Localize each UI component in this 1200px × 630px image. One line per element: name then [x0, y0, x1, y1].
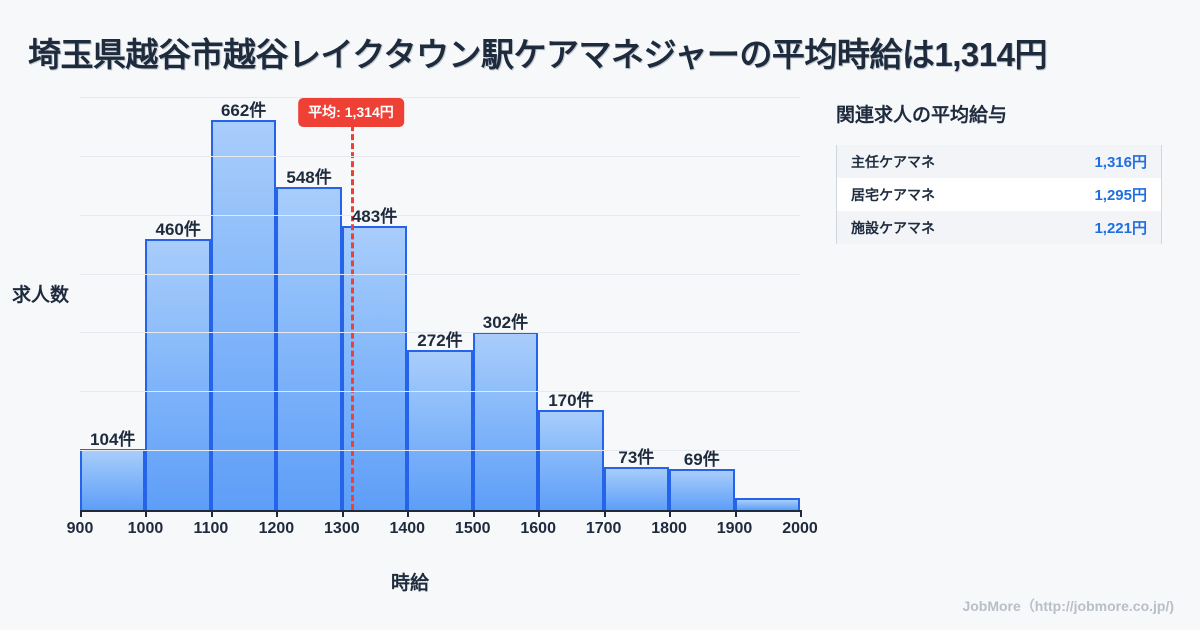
table-row-value: 1,221円	[1094, 220, 1147, 237]
x-tick-label: 1900	[716, 520, 753, 537]
related-salary-table: 主任ケアマネ 1,316円居宅ケアマネ 1,295円施設ケアマネ 1,221円	[836, 145, 1162, 244]
table-row-value: 1,295円	[1094, 187, 1147, 204]
table-row-label: 施設ケアマネ	[851, 219, 935, 236]
histogram-bar	[210, 120, 277, 510]
histogram-bar	[145, 239, 211, 510]
x-tick-mark	[276, 510, 279, 517]
x-tick-label: 1100	[193, 520, 229, 537]
x-tick-label: 1200	[258, 520, 295, 537]
gridline	[80, 450, 800, 452]
bar-value-label: 302件	[482, 313, 529, 333]
histogram-bar	[472, 332, 539, 510]
histogram-bar	[276, 187, 342, 510]
x-tick-mark	[734, 510, 737, 517]
x-tick-mark	[472, 510, 475, 517]
x-tick-mark	[210, 510, 213, 517]
gridline	[80, 391, 800, 393]
gridline	[80, 155, 800, 157]
bar-value-label: 170件	[548, 390, 594, 410]
x-tick-label: 1800	[651, 520, 687, 537]
table-row: 主任ケアマネ 1,316円	[837, 145, 1161, 178]
histogram-bar	[538, 409, 604, 510]
x-tick-label: 1600	[520, 520, 556, 537]
gridline	[80, 214, 800, 216]
bar-value-label: 548件	[286, 168, 332, 188]
y-axis-title: 求人数	[12, 285, 70, 306]
x-tick-mark	[800, 510, 802, 517]
histogram-bar	[407, 349, 473, 510]
table-row: 施設ケアマネ 1,221円	[837, 211, 1161, 244]
plot-area	[80, 97, 800, 510]
bar-value-label: 272件	[417, 330, 463, 350]
x-axis-title: 時給	[390, 573, 429, 594]
table-row: 居宅ケアマネ 1,295円	[837, 178, 1161, 211]
x-tick-label: 900	[66, 520, 94, 537]
page-title: 埼玉県越谷市越谷レイクタウン駅ケアマネジャーの平均時給は1,314円	[28, 36, 1047, 73]
bar-value-label: 662件	[220, 101, 267, 121]
gridline	[80, 273, 800, 275]
histogram-bar	[603, 467, 670, 510]
table-row-label: 居宅ケアマネ	[851, 186, 935, 203]
x-tick-mark	[341, 510, 344, 517]
x-tick-label: 1500	[454, 520, 491, 537]
histogram-chart: 900 1000 1100 1200 1300 1400 1500 1600 1700 1800 1…	[0, 90, 820, 594]
histogram-bar	[80, 448, 146, 510]
x-tick-label: 1400	[389, 520, 426, 537]
related-salary-panel: 関連求人の平均給与 主任ケアマネ 1,316円居宅ケアマネ 1,295円施設ケアマネ…	[836, 100, 1166, 244]
x-tick-mark	[80, 510, 82, 517]
table-row-value: 1,316円	[1094, 154, 1147, 171]
bar-value-label: 460件	[155, 220, 201, 240]
x-tick-mark	[669, 510, 672, 517]
x-tick-label: 1700	[585, 520, 622, 537]
bar-value-label: 104件	[90, 429, 136, 449]
x-tick-label: 2000	[782, 520, 818, 537]
bar-value-label: 483件	[351, 206, 398, 226]
watermark: JobMore（http://jobmore.co.jp/)	[962, 598, 1174, 614]
x-axis-line	[80, 510, 800, 512]
x-tick-mark	[603, 510, 606, 517]
x-tick-label: 1000	[127, 520, 164, 537]
related-salary-heading: 関連求人の平均給与	[836, 105, 1008, 126]
x-tick-mark	[407, 510, 410, 517]
x-tick-mark	[538, 510, 541, 517]
table-row-label: 主任ケアマネ	[851, 153, 935, 170]
gridline	[80, 97, 800, 98]
histogram-bar	[734, 498, 800, 510]
gridline	[80, 332, 800, 334]
average-badge: 平均: 1,314円	[298, 98, 404, 127]
average-line	[350, 98, 354, 510]
histogram-bar	[669, 469, 735, 510]
x-tick-label: 1300	[324, 520, 360, 537]
bar-value-label: 73件	[618, 448, 655, 468]
bar-value-label: 69件	[683, 450, 720, 470]
x-tick-mark	[145, 510, 148, 517]
